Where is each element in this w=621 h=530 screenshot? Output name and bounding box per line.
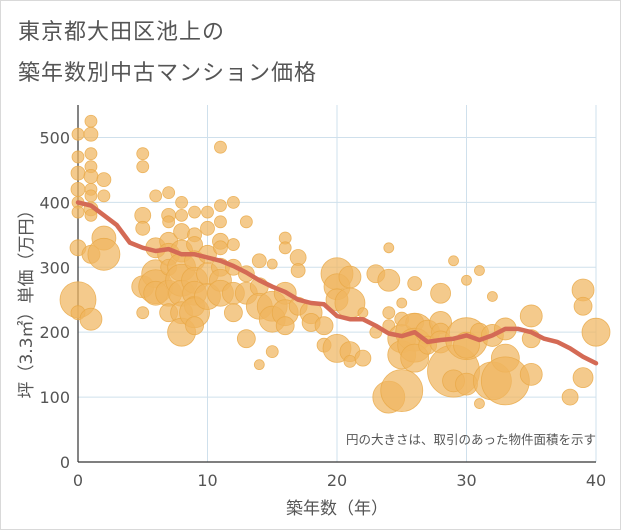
bubble-point [87,237,121,271]
bubble-point [461,274,472,286]
bubble-point [377,268,401,292]
chart-title-line2: 築年数別中古マンション価格 [18,61,318,86]
bubble-point [136,160,150,174]
bubble-point [149,189,163,203]
bubble-point [84,147,98,161]
y-tick-label: 200 [39,323,70,342]
y-tick-label: 100 [39,388,70,407]
bubble-point [213,240,228,256]
bubble-point [343,354,357,368]
bubble-point [97,189,111,203]
bubble-point [474,265,485,276]
bubble-point [266,258,278,270]
size-note: 円の大きさは、取引のあった物件面積を示す [346,432,596,447]
bubble-point [83,168,99,184]
bubble-point [338,265,362,289]
bubble-point [71,127,85,141]
bubble-point [173,223,191,240]
bubble-point [382,306,396,320]
chart-title-line1: 東京都大田区池上の [18,20,226,45]
x-axis-label: 築年数（年） [286,499,388,519]
y-tick-label: 300 [39,258,70,277]
tick-labels: 0 100 200 300 400 500 0 10 20 30 40 [39,128,606,490]
bubble-point [236,329,256,349]
y-tick-label: 0 [60,453,70,472]
bubble-point [275,316,295,336]
bubble-point [175,208,189,222]
bubble-point [185,316,204,336]
bubble-point [200,220,215,236]
trend-line-group [75,200,599,366]
bubble-point [519,304,543,328]
bubble-point [573,296,593,316]
bubble-point [278,241,292,255]
bubble-point [214,199,227,213]
bubble-point [214,215,227,229]
trend-line [75,200,599,366]
bubble-point [383,242,395,254]
bubble-point [448,255,459,267]
bubble-point [561,388,579,406]
bubble-point [251,253,267,269]
bubble-point [396,297,408,309]
bubble-point [239,215,253,229]
bubble-point [357,307,369,319]
bubble-point [84,114,98,128]
bubble-point [96,172,112,188]
bubble-point [226,238,240,251]
y-tick-label: 500 [39,128,70,147]
x-tick-label: 30 [456,471,476,490]
bubble-point [519,362,543,386]
bubble-point [175,195,189,209]
bubble-point [474,398,485,409]
bubble-point [71,205,85,219]
bubble-point [201,205,214,219]
x-tick-label: 20 [327,471,347,490]
bubble-point [70,165,86,181]
bubble-point [188,205,201,219]
bubble-point [84,208,98,222]
x-tick-label: 0 [73,471,83,490]
bubble-point [162,186,176,200]
bubble-point [70,181,86,197]
y-axis-label: 坪（3.3㎡）単価（万円） [17,201,37,398]
bubble-point [572,367,594,389]
x-tick-label: 10 [197,471,217,490]
bubble-point [135,220,151,236]
bubble-point [290,263,306,278]
bubble-point [314,316,334,336]
bubble-point [354,349,372,367]
bubble-point [79,307,103,331]
y-tick-label: 400 [39,193,70,212]
bubble-point [226,195,240,209]
bubble-point [407,276,423,291]
bubble-point [380,369,424,413]
bubble-point [214,140,227,154]
bubbles [59,114,611,414]
bubble-point [486,291,498,302]
bubble-point [71,150,85,164]
bubble-point [83,126,99,142]
bubble-point [253,359,265,371]
x-tick-label: 40 [586,471,606,490]
bubble-point [136,306,150,320]
bubble-point [136,147,150,161]
bubble-point [265,345,279,359]
bubble-point [581,317,611,347]
bubble-point [84,189,98,203]
bubble-point [430,282,452,304]
bubble-point [223,303,243,323]
bubble-point [162,215,176,229]
